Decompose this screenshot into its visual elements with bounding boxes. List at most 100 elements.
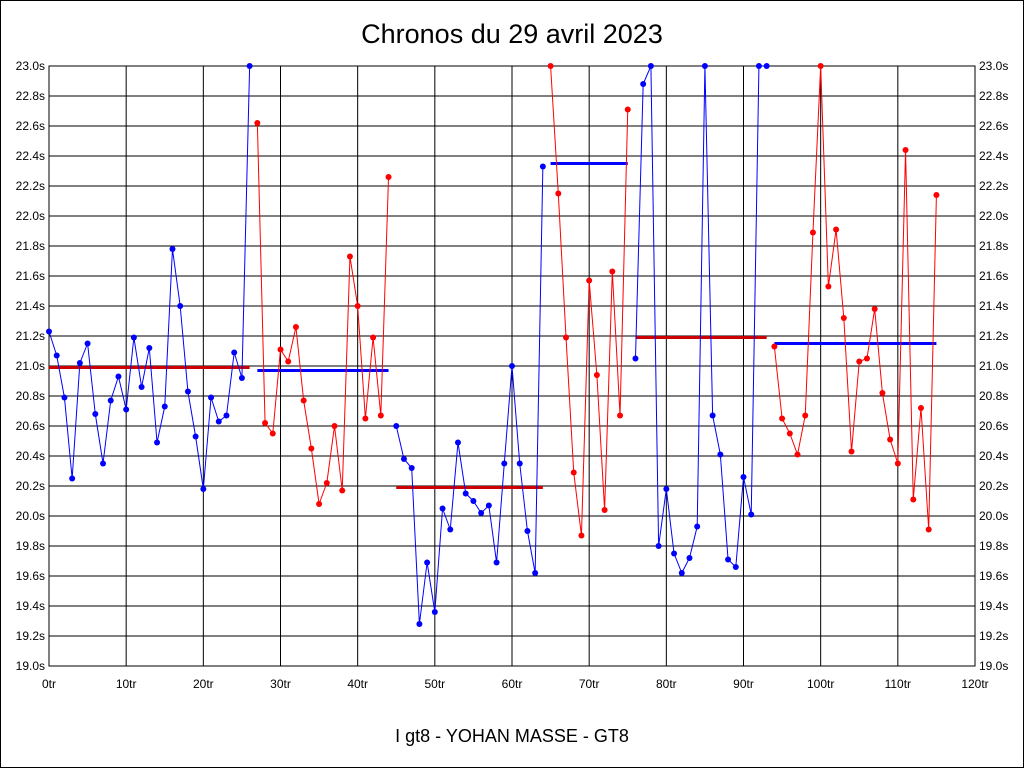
y-tick-label-left: 21.0s — [16, 359, 45, 373]
data-point — [509, 363, 515, 369]
series-line — [634, 65, 767, 575]
data-point — [231, 349, 238, 356]
data-point — [262, 420, 269, 426]
x-tick-label: 40tr — [347, 677, 368, 691]
data-point — [817, 63, 824, 69]
y-tick-label-right: 22.6s — [979, 119, 1008, 133]
data-point — [856, 358, 863, 365]
y-tick-label-right: 20.8s — [979, 389, 1008, 403]
y-tick-label-left: 20.0s — [16, 509, 45, 523]
data-point — [825, 283, 832, 290]
y-tick-label-right: 22.8s — [979, 89, 1008, 103]
y-tick-label-left: 22.4s — [16, 149, 45, 163]
data-point — [215, 418, 222, 425]
data-point — [393, 423, 400, 429]
data-point — [76, 360, 83, 366]
y-tick-label-right: 23.0s — [979, 59, 1008, 73]
data-point — [663, 486, 670, 492]
data-point — [910, 496, 917, 503]
y-tick-label-right: 21.0s — [979, 359, 1008, 373]
data-point — [809, 229, 816, 236]
data-point — [169, 246, 176, 252]
data-point — [547, 63, 554, 69]
data-point — [53, 352, 60, 359]
data-point — [802, 412, 809, 419]
y-tick-label-left: 19.2s — [16, 629, 45, 643]
y-tick-label-left: 21.4s — [16, 299, 45, 313]
data-point — [462, 490, 469, 497]
y-tick-label-left: 19.0s — [16, 659, 45, 673]
data-point — [539, 163, 546, 170]
y-tick-label-left: 23.0s — [16, 59, 45, 73]
y-tick-label-right: 19.0s — [979, 659, 1008, 673]
y-tick-label-left: 19.8s — [16, 539, 45, 553]
x-tick-label: 70tr — [579, 677, 600, 691]
y-tick-label-left: 22.6s — [16, 119, 45, 133]
data-point — [69, 475, 76, 482]
data-point — [717, 451, 724, 458]
data-point — [238, 375, 245, 381]
data-point — [354, 303, 361, 309]
data-point — [887, 436, 894, 443]
data-point — [601, 507, 608, 513]
data-point — [362, 415, 369, 422]
data-point — [254, 120, 261, 126]
data-point — [200, 486, 207, 492]
y-tick-label-right: 21.8s — [979, 239, 1008, 253]
data-point — [424, 559, 431, 566]
data-point — [586, 277, 593, 284]
series-line — [395, 166, 544, 625]
data-point — [501, 460, 508, 467]
data-point — [655, 543, 662, 549]
data-point — [779, 415, 786, 422]
data-point — [640, 81, 647, 87]
data-point — [184, 388, 191, 395]
data-point — [92, 411, 99, 417]
data-point — [563, 334, 570, 341]
data-point — [593, 372, 600, 378]
data-point — [686, 555, 693, 561]
data-point — [269, 430, 276, 437]
data-point — [532, 570, 539, 576]
data-point — [671, 550, 678, 557]
y-tick-label-left: 19.4s — [16, 599, 45, 613]
data-point — [316, 501, 323, 507]
x-tick-label: 0tr — [42, 677, 56, 691]
data-point — [346, 253, 353, 260]
y-tick-label-right: 22.2s — [979, 179, 1008, 193]
data-point — [578, 532, 585, 539]
data-point — [100, 460, 107, 467]
data-point — [609, 268, 616, 275]
y-tick-label-right: 21.2s — [979, 329, 1008, 343]
data-point — [516, 460, 523, 467]
y-tick-label-right: 20.2s — [979, 479, 1008, 493]
data-point — [863, 355, 870, 362]
data-point — [408, 465, 415, 471]
x-tick-label: 20tr — [193, 677, 214, 691]
x-tick-label: 100tr — [807, 677, 834, 691]
y-tick-label-right: 19.2s — [979, 629, 1008, 643]
data-point — [732, 564, 739, 570]
data-point — [555, 190, 562, 197]
data-point — [339, 487, 346, 494]
data-point — [771, 343, 778, 350]
data-point — [308, 445, 315, 452]
data-point — [478, 510, 485, 516]
data-point — [493, 559, 500, 566]
data-point — [370, 334, 377, 341]
y-tick-label-left: 20.8s — [16, 389, 45, 403]
data-point — [223, 412, 230, 419]
y-tick-label-left: 22.2s — [16, 179, 45, 193]
data-point — [192, 433, 199, 440]
data-point — [123, 406, 130, 413]
data-point — [138, 384, 145, 390]
data-point — [755, 63, 762, 69]
y-tick-label-right: 21.4s — [979, 299, 1008, 313]
data-point — [617, 412, 624, 419]
data-point — [840, 315, 847, 321]
y-tick-label-left: 20.6s — [16, 419, 45, 433]
data-point — [431, 609, 438, 615]
y-tick-label-left: 21.8s — [16, 239, 45, 253]
data-point — [925, 526, 932, 533]
